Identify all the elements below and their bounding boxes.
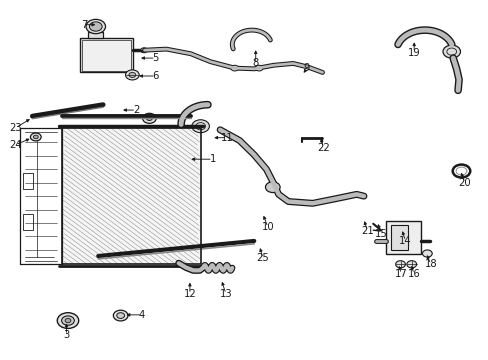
- Circle shape: [57, 313, 79, 328]
- Circle shape: [30, 133, 41, 141]
- Text: 10: 10: [261, 222, 274, 232]
- Circle shape: [141, 48, 147, 53]
- Text: 11: 11: [221, 133, 233, 143]
- Text: 7: 7: [81, 20, 87, 30]
- Circle shape: [142, 113, 156, 123]
- Circle shape: [230, 65, 238, 71]
- Circle shape: [406, 261, 416, 268]
- Bar: [22, 214, 33, 230]
- Text: 13: 13: [219, 289, 232, 299]
- Bar: [390, 225, 407, 250]
- Bar: [61, 128, 200, 264]
- Text: 4: 4: [139, 310, 145, 320]
- Circle shape: [146, 116, 152, 121]
- Circle shape: [442, 45, 460, 58]
- Text: 25: 25: [256, 253, 269, 263]
- Text: 2: 2: [133, 105, 139, 115]
- Text: 8: 8: [252, 58, 258, 68]
- Bar: [82, 40, 131, 71]
- Text: 12: 12: [183, 289, 196, 299]
- Text: 1: 1: [209, 154, 216, 164]
- Text: 19: 19: [407, 48, 420, 58]
- Text: 14: 14: [398, 236, 411, 246]
- Circle shape: [61, 316, 74, 325]
- Circle shape: [89, 22, 102, 31]
- Circle shape: [129, 72, 136, 77]
- Bar: [88, 32, 103, 39]
- Text: 17: 17: [394, 269, 407, 279]
- Text: 22: 22: [317, 143, 329, 153]
- Bar: [80, 39, 133, 72]
- Circle shape: [395, 261, 405, 268]
- Text: 18: 18: [424, 259, 436, 269]
- Circle shape: [422, 250, 431, 257]
- Circle shape: [255, 65, 263, 71]
- Text: 6: 6: [152, 71, 159, 81]
- Bar: [22, 173, 33, 189]
- Circle shape: [265, 182, 280, 193]
- Text: 23: 23: [9, 123, 21, 133]
- Circle shape: [33, 135, 38, 139]
- Circle shape: [86, 19, 105, 34]
- Text: 9: 9: [303, 63, 309, 73]
- Text: 16: 16: [407, 269, 420, 279]
- Text: 3: 3: [63, 330, 69, 340]
- Bar: [385, 221, 420, 253]
- Circle shape: [113, 310, 128, 321]
- Circle shape: [65, 319, 71, 323]
- Circle shape: [125, 70, 139, 80]
- Text: 21: 21: [360, 226, 373, 236]
- Text: 5: 5: [152, 53, 159, 63]
- Circle shape: [117, 313, 124, 319]
- Text: 24: 24: [9, 140, 21, 150]
- Circle shape: [191, 120, 209, 133]
- Text: 20: 20: [458, 178, 470, 188]
- Bar: [61, 128, 200, 264]
- Text: 15: 15: [374, 229, 386, 239]
